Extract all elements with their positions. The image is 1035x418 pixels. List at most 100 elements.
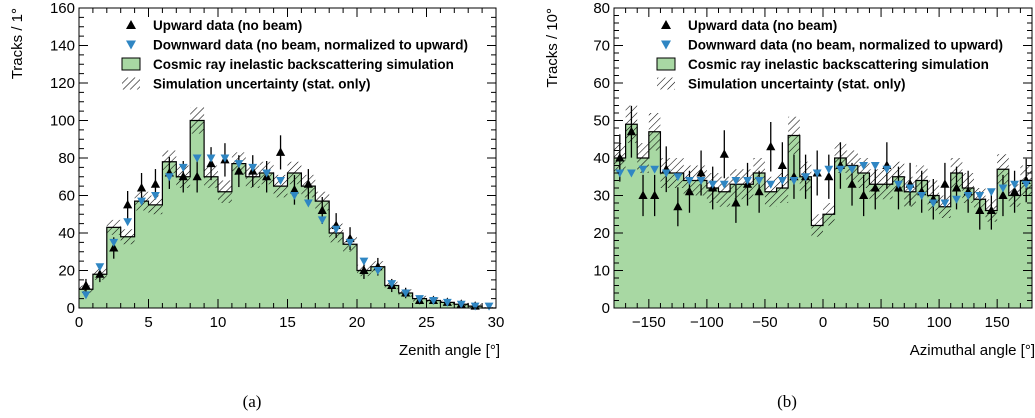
downward-data-point: [81, 291, 91, 300]
downward-data-point: [1010, 180, 1019, 189]
y-tick-label: 160: [50, 0, 75, 17]
downward-data-point: [673, 173, 683, 182]
legend-simulation-swatch: [121, 57, 141, 71]
upward-data-point: [847, 179, 857, 188]
upward-data-point: [303, 179, 313, 188]
upward-data-point: [824, 171, 834, 181]
y-tick-label: 10: [593, 263, 610, 280]
upward-data-point: [696, 168, 706, 177]
x-tick-label: 10: [210, 314, 227, 331]
legend-simulation-swatch: [656, 57, 676, 71]
downward-data-point: [276, 177, 285, 185]
upward-data-point: [859, 190, 869, 199]
y-tick-label: 30: [593, 188, 610, 205]
y-tick-label: 60: [593, 75, 610, 92]
downward-data-point: [401, 289, 411, 298]
simulation-histogram-line: [614, 123, 1032, 227]
downward-data-point: [638, 165, 648, 174]
upward-data-point: [136, 183, 147, 192]
downward-data-point: [743, 177, 752, 185]
downward-data-point: [917, 192, 927, 200]
x-tick-label: 5: [144, 314, 152, 331]
downward-data-point: [766, 180, 776, 189]
downward-data-point: [345, 238, 355, 247]
downward-data-point: [137, 197, 146, 206]
y-axis-label-b: Tracks / 10°: [544, 8, 561, 88]
upward-data-point: [178, 171, 188, 181]
downward-data-point: [262, 169, 272, 178]
legend-downward-marker: [126, 40, 136, 50]
legend-b: Upward data (no beam) Downward data (no …: [656, 18, 1003, 92]
downward-data-point: [824, 165, 834, 174]
downward-data-point: [661, 169, 671, 178]
upward-data-point: [275, 147, 286, 156]
upward-data-point: [650, 190, 660, 199]
upward-data-point: [754, 186, 764, 196]
x-tick-label: −150: [632, 314, 666, 331]
downward-data-point: [109, 238, 119, 247]
downward-data-point: [317, 216, 327, 225]
downward-data-point: [206, 154, 216, 163]
upward-data-point: [234, 166, 244, 175]
legend-label-uncertainty: Simulation uncertainty (stat. only): [688, 77, 906, 92]
downward-data-point: [882, 165, 892, 174]
legend-downward-marker: [661, 40, 671, 50]
downward-data-point: [963, 192, 973, 200]
downward-data-point: [234, 160, 244, 169]
upward-data-point: [626, 126, 637, 136]
caption-a: (a): [243, 392, 262, 411]
downward-data-point: [847, 165, 857, 174]
downward-data-point: [429, 297, 438, 305]
y-tick-label: 40: [58, 225, 75, 242]
caption-b: (b): [777, 392, 797, 411]
y-tick-label: 20: [58, 263, 75, 280]
upward-data-point: [975, 205, 985, 214]
downward-data-point: [998, 184, 1008, 193]
chart-panel-b: 0 10 20 30 40 50 60 70 80 −150 −100 −50 0 50 100 150 T…: [544, 0, 1035, 411]
upward-data-point: [998, 190, 1008, 199]
legend-a: Upward data (no beam) Downward data (no …: [121, 18, 468, 92]
x-tick-label: 150: [985, 314, 1010, 331]
downward-data-point: [696, 177, 706, 185]
downward-data-point: [290, 192, 299, 200]
upward-data-point: [870, 183, 880, 192]
x-axis-label-a: Zenith angle [°]: [399, 342, 500, 359]
plot-area-a: [79, 107, 496, 311]
legend-label-downward: Downward data (no beam, normalized to up…: [153, 38, 468, 53]
upward-data-point: [123, 199, 133, 209]
y-ticks-a: 0 20 40 60 80 100 120 140 160: [50, 0, 75, 317]
upward-data-point: [986, 205, 996, 214]
downward-data-point: [415, 295, 424, 304]
upward-data-point: [731, 198, 741, 207]
x-ticks-b: −150 −100 −50 0 50 100 150: [632, 314, 1010, 331]
upward-data-point: [192, 171, 202, 181]
downward-data-point: [178, 163, 188, 172]
upward-data-point: [109, 243, 119, 252]
downward-data-point: [928, 199, 938, 208]
downward-data-point: [789, 177, 799, 185]
x-tick-label: 0: [75, 314, 83, 331]
downward-data-point: [627, 169, 636, 178]
downward-data-point: [192, 154, 202, 163]
upward-data-point: [317, 205, 327, 214]
downward-data-point: [220, 154, 230, 163]
downward-data-point: [812, 169, 822, 178]
x-tick-label: 25: [418, 314, 435, 331]
downward-data-point: [151, 192, 160, 200]
upward-data-point: [95, 269, 105, 278]
downward-data-point: [777, 177, 787, 185]
legend-label-simulation: Cosmic ray inelastic backscattering simu…: [153, 57, 454, 72]
upward-data-point: [719, 149, 729, 158]
legend-label-downward: Downward data (no beam, normalized to up…: [688, 38, 1003, 53]
x-tick-label: 100: [927, 314, 952, 331]
downward-data-point: [331, 225, 341, 234]
downward-data-point: [442, 298, 452, 307]
x-tick-label: 50: [873, 314, 890, 331]
downward-data-point: [123, 218, 133, 227]
downward-data-point: [615, 169, 625, 178]
downward-data-point: [484, 302, 494, 311]
upward-data-point: [206, 158, 216, 168]
chart-panel-a: 0 20 40 60 80 100 120 140 160 0 5 10 15 20 25 30 Track…: [9, 0, 504, 411]
downward-data-point: [359, 257, 369, 266]
